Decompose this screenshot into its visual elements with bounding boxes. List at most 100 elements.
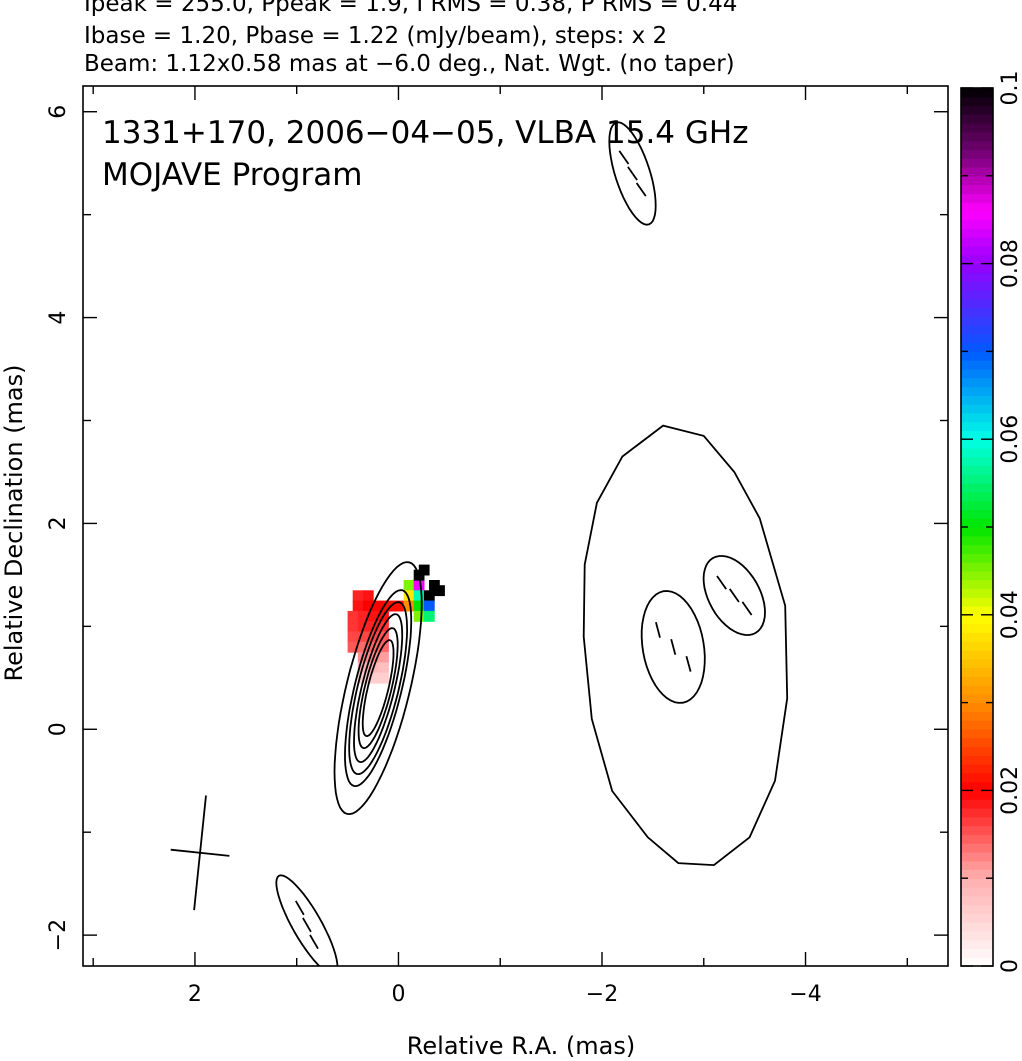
colorbar-step: [961, 483, 993, 493]
polarization-pixel: [352, 590, 364, 602]
colorbar-step: [961, 948, 993, 958]
colorbar-step: [961, 412, 993, 423]
polarization-pixel: [357, 631, 369, 643]
colorbar-step: [961, 807, 993, 818]
colorbar-step: [961, 579, 993, 590]
colorbar-step: [961, 922, 993, 932]
evpa-tick: [627, 166, 638, 181]
polarization-pixel: [423, 590, 435, 602]
y-tick-label: 0: [46, 722, 71, 736]
colorbar-step: [961, 342, 993, 352]
y-axis-label: Relative Declination (mas): [0, 364, 28, 681]
polarization-pixel: [403, 580, 415, 591]
evpa-tick: [309, 934, 319, 950]
colorbar-tick-label: 0.06: [998, 415, 1022, 464]
colorbar-step: [961, 597, 993, 607]
polarization-pixel: [347, 610, 359, 622]
polarization-pixel: [393, 600, 405, 612]
beam-cross: [170, 795, 230, 911]
colorbar-step: [961, 816, 993, 827]
evpa-tick: [635, 182, 647, 197]
colorbar-step: [961, 386, 993, 396]
polarization-pixel: [413, 610, 425, 622]
colorbar-step: [961, 509, 993, 519]
colorbar-step: [961, 368, 993, 379]
colorbar-step: [961, 202, 993, 212]
y-tick-label: 4: [46, 311, 71, 325]
colorbar-step: [961, 500, 993, 511]
colorbar-step: [961, 755, 993, 765]
colorbar-step: [961, 263, 993, 273]
colorbar-step: [961, 860, 993, 871]
colorbar-step: [961, 430, 993, 440]
colorbar-step: [961, 649, 993, 660]
polarization-pixel: [378, 662, 389, 674]
colorbar-step: [961, 404, 993, 414]
colorbar-step: [961, 544, 993, 554]
polarization-pixel: [347, 621, 359, 633]
plot-frame: [82, 85, 949, 967]
colorbar-step: [961, 465, 993, 475]
colorbar-step: [961, 720, 993, 730]
colorbar-step: [961, 421, 993, 432]
colorbar-step: [961, 325, 993, 335]
colorbar-step: [961, 272, 993, 282]
colorbar-step: [961, 570, 993, 581]
colorbar-step: [961, 562, 993, 572]
polarization-pixel: [352, 600, 364, 612]
colorbar-step: [961, 289, 993, 300]
colorbar-step: [961, 843, 993, 853]
colorbar-step: [961, 632, 993, 642]
polarization-pixel: [378, 641, 389, 653]
colorbar-step: [961, 439, 993, 449]
colorbar-step: [961, 518, 993, 528]
evpa-tick: [618, 150, 630, 165]
colorbar-step: [961, 123, 993, 133]
x-tick-label: 0: [392, 982, 406, 1007]
polarization-pixel: [383, 600, 394, 612]
polarization-pixel: [378, 672, 389, 684]
evpa-tick: [302, 917, 312, 933]
colorbar-step: [961, 913, 993, 923]
colorbar-step: [961, 825, 993, 835]
colorbar-step: [961, 246, 993, 256]
polarization-pixel: [347, 641, 359, 653]
colorbar-step: [961, 799, 993, 809]
y-tick-label: −2: [46, 919, 71, 951]
colorbar-step: [961, 790, 993, 800]
x-axis-label: Relative R.A. (mas): [407, 1032, 635, 1060]
colorbar-step: [961, 131, 993, 142]
colorbar-tick-label: 0.04: [998, 590, 1022, 639]
colorbar-step: [961, 658, 993, 669]
evpa-tick: [741, 601, 753, 616]
polarization-pixel: [423, 610, 435, 622]
core-contour: [353, 613, 404, 764]
colorbar-step: [961, 878, 993, 888]
plot-subtitle: MOJAVE Program: [102, 157, 362, 193]
colorbar-step: [961, 474, 993, 484]
jet-blob-upper-contour: [702, 555, 766, 636]
colorbar-step: [961, 641, 993, 651]
colorbar-step: [961, 869, 993, 879]
colorbar-step: [961, 737, 993, 748]
colorbar-step: [961, 307, 993, 317]
polarization-pixel: [413, 600, 425, 612]
polarization-pixel: [362, 600, 374, 612]
x-tick-label: −4: [789, 982, 821, 1007]
polarization-pixel: [367, 672, 379, 684]
colorbar-step: [961, 491, 993, 502]
evpa-patches: [275, 121, 766, 966]
evpa-tick: [670, 638, 677, 655]
polarization-pixel: [434, 585, 445, 597]
colorbar-step: [961, 728, 993, 739]
colorbar-step: [961, 957, 993, 967]
polarization-pixel: [362, 590, 374, 602]
core-contour: [344, 589, 413, 788]
colorbar-step: [961, 886, 993, 897]
colorbar-tick-label: 0: [998, 959, 1022, 973]
plot-axes: 2 0 −2 −4 −2 0 2 4 6: [46, 85, 949, 1007]
colorbar-step: [961, 96, 993, 107]
y-tick-label: 2: [46, 516, 71, 530]
polarization-pixel: [413, 590, 425, 602]
colorbar-step: [961, 360, 993, 370]
